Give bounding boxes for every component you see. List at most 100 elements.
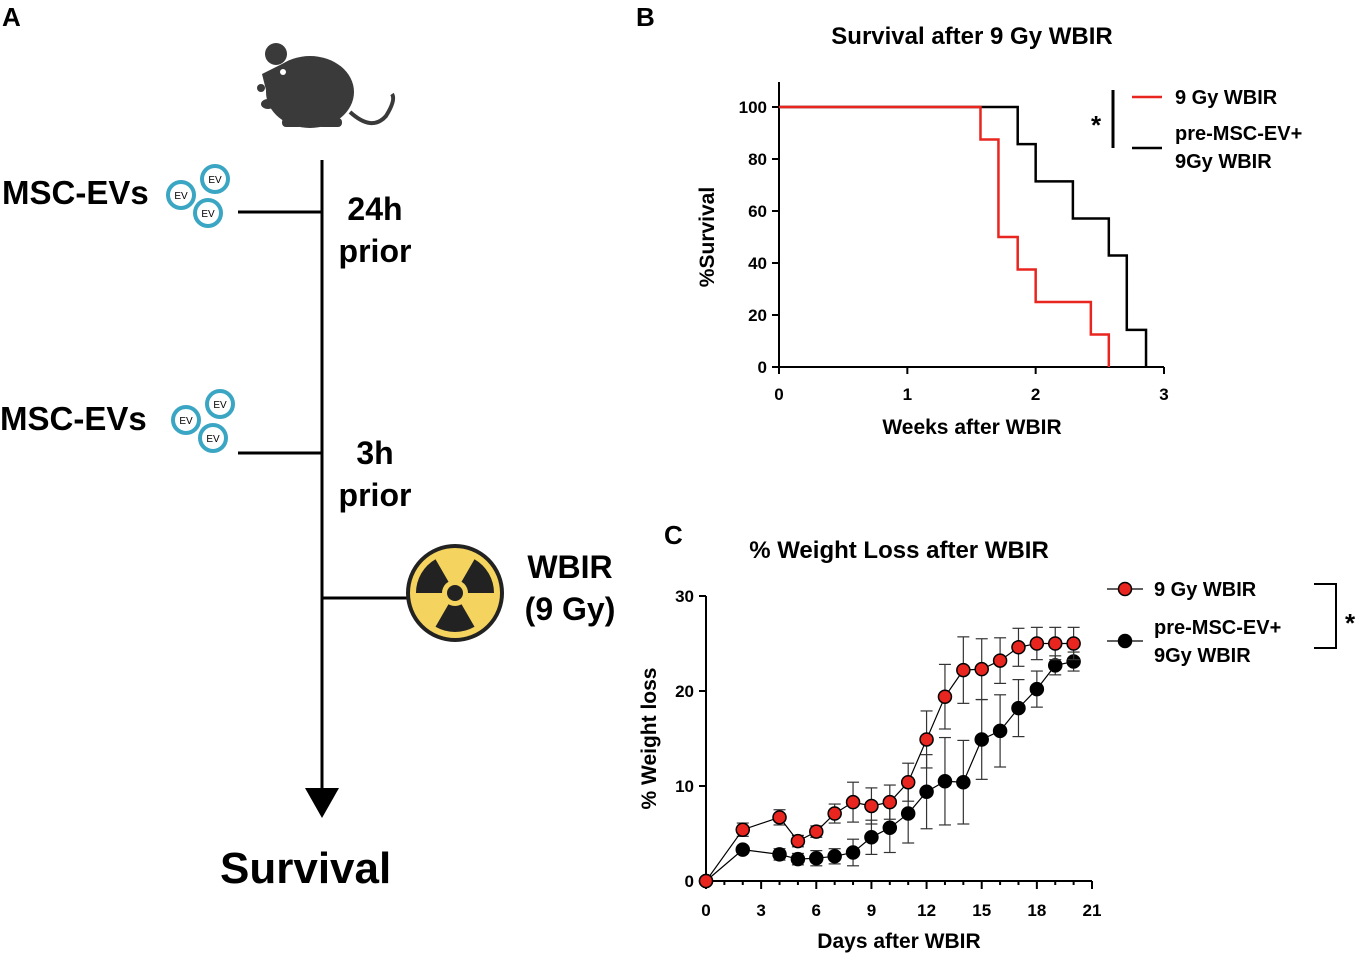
survival-line-series-2 — [779, 105, 1148, 367]
legend-label-series-1: 9 Gy WBIR — [1175, 87, 1278, 109]
y-tick-label: 10 — [675, 777, 694, 796]
data-point-series-2 — [827, 849, 842, 864]
panel-b-letter: B — [636, 2, 655, 32]
y-tick-label: 0 — [758, 358, 767, 377]
y-tick-label: 0 — [685, 872, 694, 891]
y-tick-label: 20 — [675, 682, 694, 701]
ev-label: EV — [206, 434, 220, 445]
ev-icon-group-2: EV EV EV — [171, 389, 235, 453]
x-tick-label: 9 — [867, 901, 876, 920]
data-point-series-2 — [845, 845, 861, 860]
data-point-series-2 — [772, 847, 787, 862]
survival-chart: Survival after 9 Gy WBIR 0 20 40 60 80 100 0 1 2 3… — [696, 23, 1302, 439]
data-point-series-2 — [735, 842, 751, 857]
y-axis-label: %Survival — [696, 187, 719, 287]
data-point-series-2 — [1029, 681, 1045, 697]
x-tick-label: 21 — [1083, 901, 1102, 920]
legend-label-series-2-line1: pre-MSC-EV+ — [1175, 123, 1302, 145]
x-tick-label: 15 — [972, 901, 991, 920]
x-tick-label: 3 — [756, 901, 765, 920]
data-point-series-1 — [864, 798, 879, 814]
mouse-eye — [280, 69, 286, 75]
legend-marker-series-2 — [1117, 633, 1133, 649]
step1-time-line2: prior — [338, 233, 412, 269]
ev-label: EV — [201, 209, 215, 220]
data-point-series-2 — [937, 774, 953, 789]
chart-title: Survival after 9 Gy WBIR — [831, 23, 1112, 50]
data-point-series-1 — [827, 806, 842, 821]
data-point-series-2 — [992, 723, 1008, 739]
data-point-series-2 — [790, 851, 806, 867]
x-tick-label: 0 — [774, 385, 783, 404]
timeline-arrowhead — [305, 788, 339, 818]
x-tick-label: 3 — [1159, 385, 1168, 404]
legend-label-series-2-line2: 9Gy WBIR — [1154, 645, 1251, 667]
step2-time-line2: prior — [338, 477, 412, 513]
data-point-series-1 — [790, 833, 806, 849]
step2-label: MSC-EVs — [0, 400, 147, 437]
x-tick-label: 2 — [1031, 385, 1040, 404]
y-tick-label: 100 — [739, 98, 767, 117]
ev-icon-group-1: EV EV EV — [166, 164, 230, 228]
data-point-series-1 — [1047, 636, 1063, 651]
ev-label: EV — [179, 416, 193, 427]
step3-label-line2: (9 Gy) — [524, 591, 616, 627]
data-point-series-1 — [882, 794, 898, 810]
x-tick-label: 12 — [917, 901, 936, 920]
outcome-label: Survival — [220, 844, 392, 893]
y-tick-label: 80 — [748, 150, 767, 169]
chart-title: % Weight Loss after WBIR — [749, 537, 1049, 564]
data-point-series-1 — [992, 653, 1008, 668]
mouse-icon — [257, 43, 396, 128]
step1-time: 24h prior — [330, 188, 420, 272]
y-tick-label: 60 — [748, 202, 767, 221]
x-axis-label: Weeks after WBIR — [882, 416, 1061, 439]
data-point-series-1 — [735, 822, 751, 837]
timeline-diagram: EV EV EV EV EV EV — [166, 43, 504, 818]
legend-marker-series-1 — [1117, 581, 1133, 597]
data-point-series-2 — [864, 830, 879, 845]
x-axis-label: Days after WBIR — [817, 930, 980, 953]
step2-time: 3h prior — [330, 432, 420, 516]
significance-bracket — [1314, 583, 1337, 649]
data-point-series-1 — [1011, 640, 1026, 655]
data-point-series-1 — [937, 689, 953, 704]
panel-a-letter: A — [2, 2, 21, 32]
step3-label-line1: WBIR — [527, 549, 613, 585]
survival-line-series-1 — [779, 105, 1111, 367]
legend-label-series-1: 9 Gy WBIR — [1154, 579, 1257, 601]
step3-label: WBIR (9 Gy) — [514, 546, 626, 630]
step2-time-line1: 3h — [356, 435, 394, 471]
data-point-series-2 — [974, 732, 989, 747]
data-point-series-1 — [809, 824, 824, 839]
data-point-series-1 — [919, 732, 934, 747]
legend-label-series-2-line1: pre-MSC-EV+ — [1154, 617, 1281, 639]
y-tick-label: 30 — [675, 587, 694, 606]
data-point-series-1 — [845, 794, 861, 810]
y-tick-label: 20 — [748, 306, 767, 325]
data-point-series-2 — [956, 774, 971, 790]
data-point-series-1 — [1066, 636, 1081, 651]
data-point-series-2 — [1047, 658, 1063, 673]
x-tick-label: 6 — [812, 901, 821, 920]
ev-label: EV — [208, 175, 222, 186]
y-tick-label: 40 — [748, 254, 767, 273]
weight-loss-chart: % Weight Loss after WBIR 0 10 20 30 0 3 6 9 12 15 1… — [638, 537, 1356, 953]
significance-marker: * — [1345, 608, 1356, 638]
data-point-series-2 — [882, 820, 898, 836]
ev-label: EV — [174, 191, 188, 202]
ev-label: EV — [213, 400, 227, 411]
step1-time-line1: 24h — [347, 191, 403, 227]
data-point-series-1 — [974, 661, 989, 677]
data-point-series-2 — [919, 784, 934, 799]
y-axis-label: % Weight loss — [638, 668, 661, 810]
x-tick-label: 0 — [701, 901, 710, 920]
radiation-icon — [406, 544, 504, 642]
data-point-series-1 — [1029, 636, 1045, 651]
data-point-series-2 — [900, 806, 916, 821]
data-point-series-1 — [698, 873, 714, 889]
legend-label-series-2-line2: 9Gy WBIR — [1175, 151, 1272, 173]
data-point-series-1 — [900, 774, 916, 790]
data-point-series-2 — [1011, 700, 1026, 716]
x-tick-label: 18 — [1027, 901, 1046, 920]
